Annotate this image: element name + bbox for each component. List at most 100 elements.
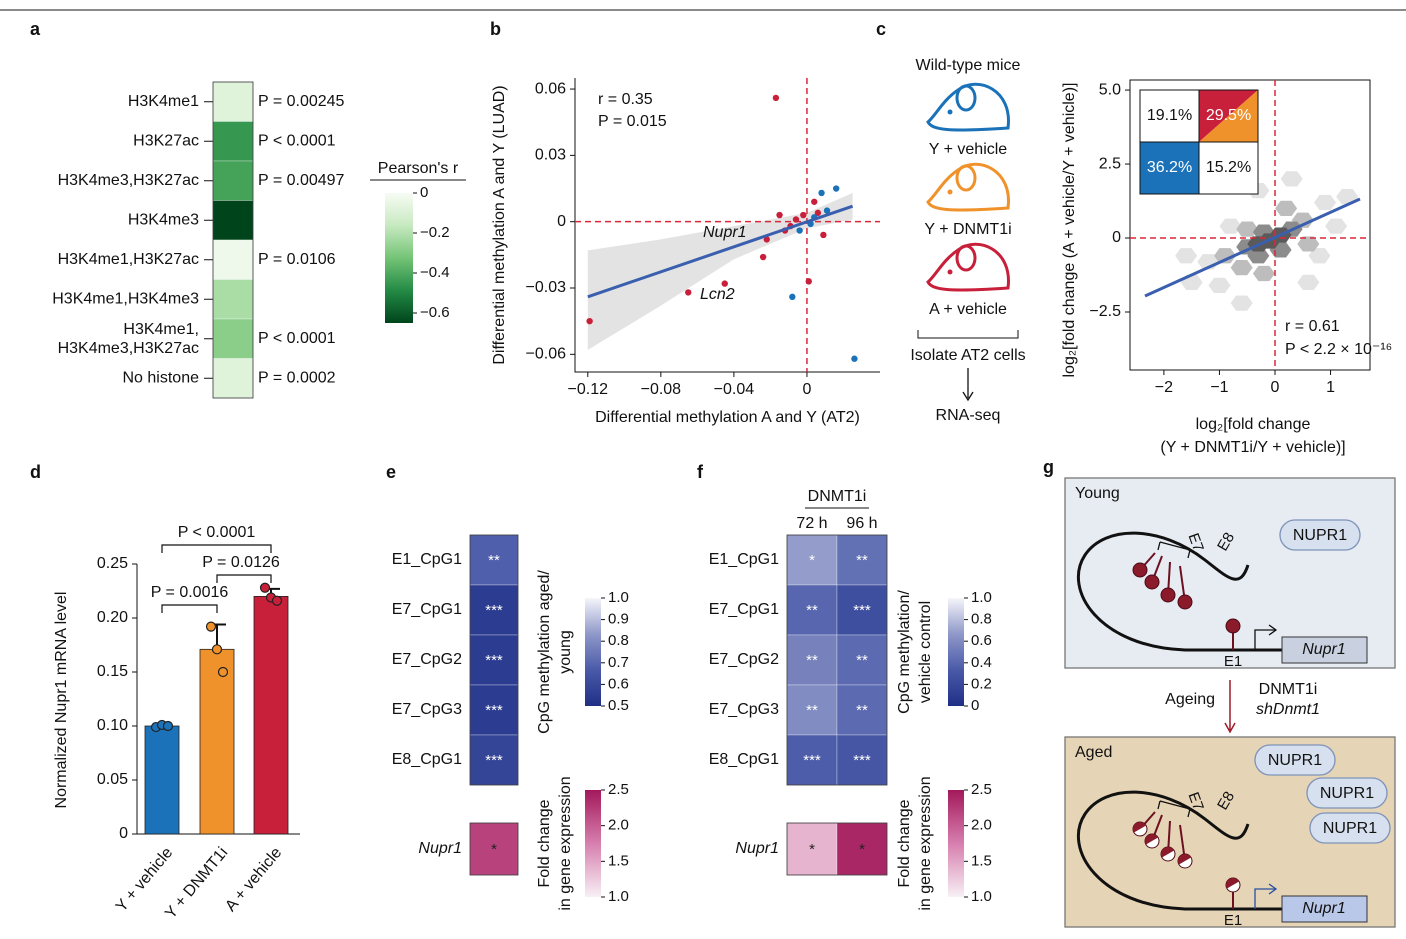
quadrant-border [1198,141,1259,195]
fit-line [587,204,854,299]
point [789,293,796,301]
point [851,355,858,362]
protein [1309,812,1391,844]
density-cell [1230,295,1253,311]
colorbar-title: CpG methylation/ [896,590,913,714]
comparison-label: P = 0.0016 [151,584,229,601]
colorbar-tick-label: 1.5 [971,852,992,869]
annotation: P < 0.0001 [258,330,336,347]
density-cell [1325,218,1348,234]
methyl [1132,562,1148,578]
colorbar-tick-label: 0.2 [971,675,992,692]
protein [1254,744,1336,776]
colorbar-tick-label: 2.5 [971,781,992,798]
row-label: E7_CpG3 [392,701,462,718]
significance: ** [856,652,868,669]
colorbar-tick-label: 1.0 [971,888,992,905]
colorbar-tick-label: 2.0 [608,817,629,834]
row-label: E8_CpG1 [709,751,779,768]
colorbar-tick-label: 1.5 [608,852,629,869]
stat: r = 0.35 [598,91,653,108]
y-tick-label: 0 [1112,229,1121,246]
point [823,207,831,214]
point [792,216,800,223]
bar [144,725,180,835]
y-tick-label: −0.03 [526,279,567,296]
y-axis-label: log₂[fold change (A + vehicle/Y + vehicl… [1061,83,1078,378]
density-cell [1175,248,1198,264]
stage-title: Young [1075,485,1120,502]
panel-label: b [490,19,501,39]
colorbar [948,790,964,897]
colorbar-tick-label: 1.0 [608,888,629,905]
heat-cell [212,121,254,162]
gene-label: Nupr1 [1302,900,1346,917]
colorbar-tick-label: 2.5 [608,781,629,798]
row-label: E1_CpG1 [709,551,779,568]
row-label-line: H3K4me3,H3K27ac [58,340,199,357]
protein-label: NUPR1 [1320,785,1374,802]
row-label: E7_CpG3 [709,701,779,718]
protein-label: NUPR1 [1293,527,1347,544]
significance: *** [485,752,503,769]
colorbar-tick-label: −0.2 [420,224,450,241]
column-label: 72 h [796,515,827,532]
heat-cell [212,160,254,201]
x-tick-label: −2 [1155,379,1173,396]
row-label: E8_CpG1 [392,751,462,768]
significance: ** [806,702,818,719]
x-axis-label: Differential methylation A and Y (AT2) [595,409,860,426]
y-tick-label: 0.20 [97,609,128,626]
heat-cell [212,279,254,320]
point-label: Nupr1 [703,224,747,241]
point [776,211,783,219]
colorbar-tick-label: 0.9 [608,611,629,628]
panel-label: g [1043,457,1054,477]
mouse-ear [955,164,977,192]
heat-cell [469,822,519,876]
colorbar-tick-label: 0.6 [971,632,992,649]
stat: P = 0.015 [598,113,667,130]
comparison-label: P = 0.0126 [202,554,280,571]
point [811,198,818,205]
colorbar [585,598,601,706]
promoter-label: E1 [1224,912,1242,929]
significance: ** [806,652,818,669]
colorbar-tick-label: 1.0 [608,589,629,606]
point [759,253,767,261]
y-tick-label: 0 [119,825,128,842]
x-tick-label: −0.08 [641,381,682,398]
bracket [917,330,1019,339]
y-tick-label: 2.5 [1099,155,1121,172]
annotation: P < 0.0001 [258,132,336,149]
tss-arrow [1254,883,1278,909]
point [800,211,807,219]
y-tick-label: −0.06 [526,346,567,363]
point [586,317,593,325]
x-tick-label: 0 [1271,379,1280,396]
methyl [1144,574,1160,590]
stat: r = 0.61 [1285,318,1340,335]
methyl-half [1145,834,1159,845]
point [796,227,803,234]
density-cell [1214,248,1236,264]
significance: *** [853,602,871,619]
density-cell [1247,248,1270,264]
enhancer-label: E8 [1214,789,1238,813]
mouse-eye [947,189,953,195]
colorbar-title: young [557,630,574,674]
stage-box [1064,477,1396,669]
density-cell [1297,274,1320,291]
protein [1306,777,1388,809]
heat-cell [836,684,888,736]
column-header: DNMT1i [808,488,867,505]
bracket [1157,541,1191,559]
colorbar [585,790,601,897]
y-tick-label: 0.05 [97,771,128,788]
diagram-title: Wild-type mice [916,57,1021,74]
x-tick-label: 1 [1326,379,1335,396]
row-label: E7_CpG2 [392,651,462,668]
colorbar-tick-label: 0 [420,184,428,201]
